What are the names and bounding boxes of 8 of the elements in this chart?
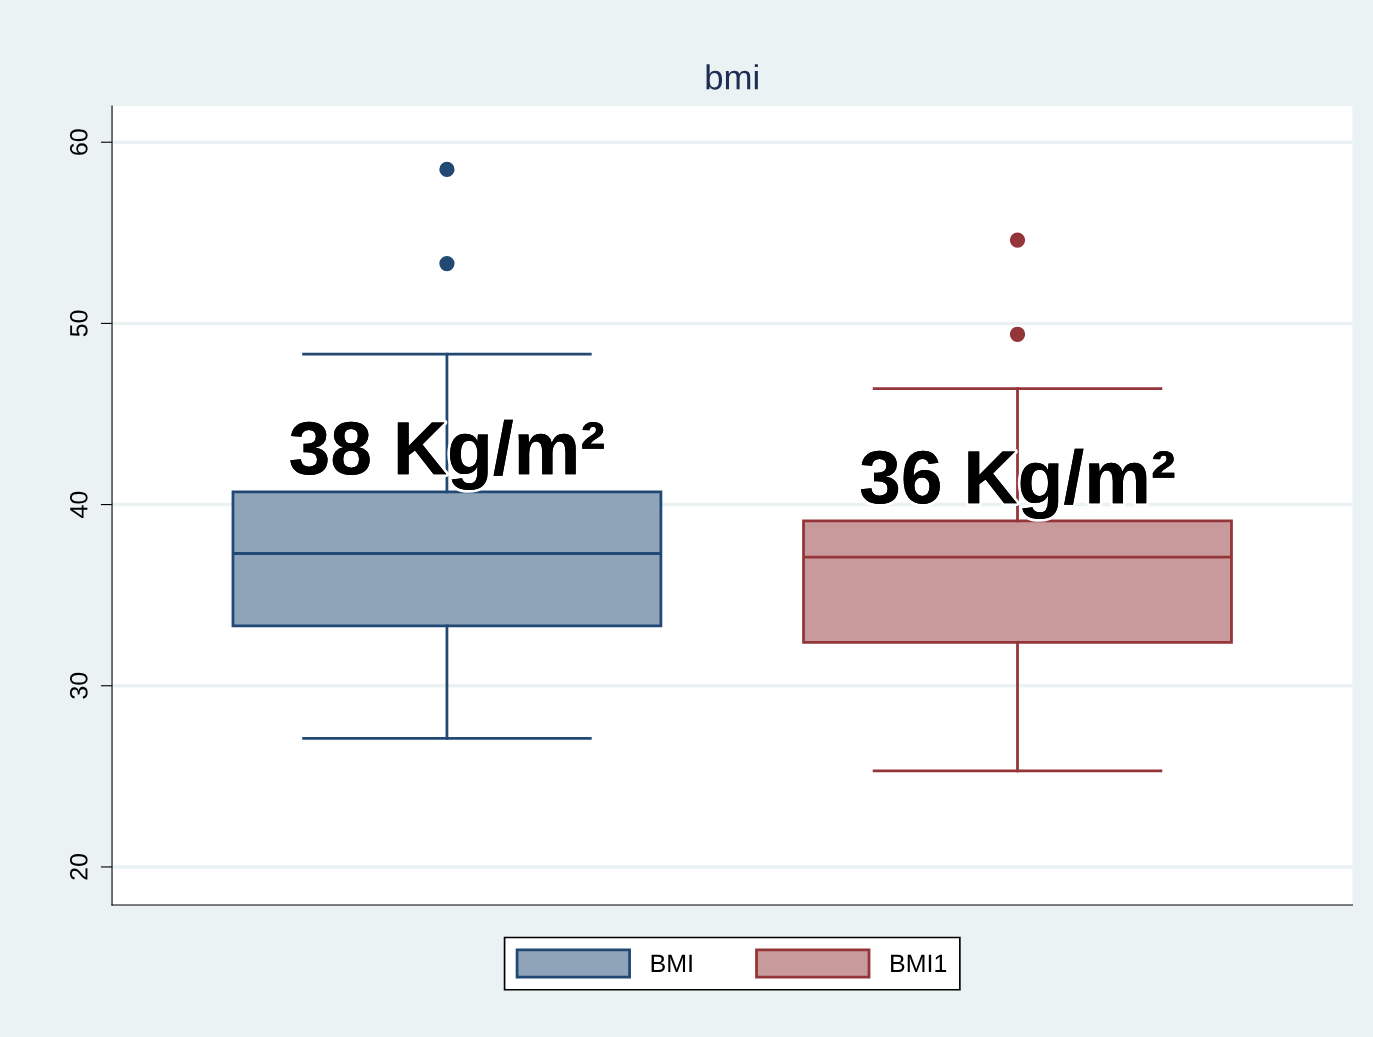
- legend-label: BMI1: [891, 954, 947, 972]
- y-tick-label: 50: [69, 310, 88, 337]
- y-tick-label: 20: [69, 854, 88, 880]
- y-tick-label: 30: [69, 672, 88, 699]
- chart-title: bmi: [706, 64, 758, 90]
- y-tick-label: 40: [69, 491, 88, 518]
- legend-label: BMI: [651, 954, 692, 972]
- y-tick-label: 60: [69, 129, 88, 155]
